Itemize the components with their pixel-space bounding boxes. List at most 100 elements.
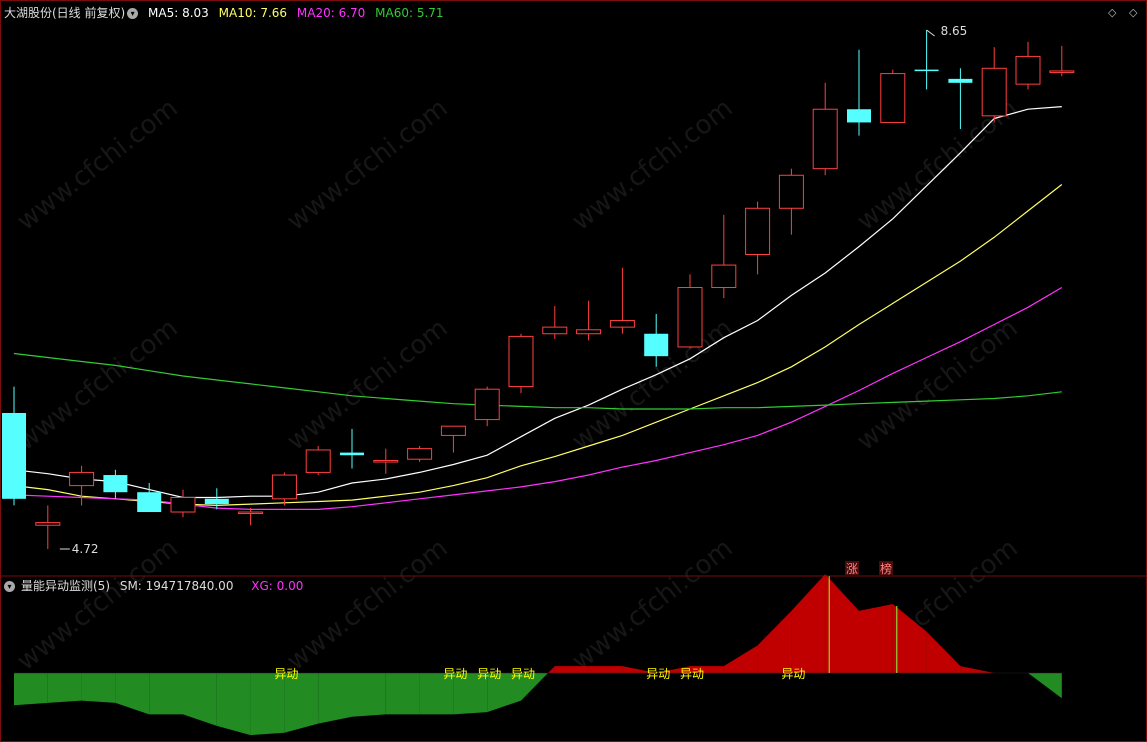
area-segment (419, 673, 454, 715)
candle (440, 425, 466, 453)
candle-body (576, 329, 602, 335)
candle (711, 214, 737, 299)
candle (204, 488, 229, 510)
area-segment (47, 673, 82, 703)
chevron-down-icon[interactable]: ▾ (4, 581, 15, 592)
candle-body (137, 492, 162, 513)
low-price-label: 4.72 (72, 542, 99, 556)
marker-badge (879, 561, 893, 575)
candle (373, 448, 399, 474)
candle-body (981, 67, 1007, 117)
candle (103, 469, 128, 499)
candle (340, 428, 364, 469)
candle-body (644, 333, 669, 357)
candle-body (880, 73, 906, 123)
main-chart-header: 大湖股份(日线 前复权) ▾ MA5: 8.03 MA10: 7.66 MA20:… (4, 5, 450, 21)
candle-body (305, 449, 331, 473)
indicator-title[interactable]: 量能异动监测(5) (21, 579, 110, 593)
high-price-label: 8.65 (941, 24, 968, 38)
candle (745, 201, 771, 275)
candle-body (407, 448, 433, 460)
area-segment (250, 673, 285, 736)
candle-body (35, 522, 61, 526)
area-segment (548, 666, 555, 673)
xg-value: XG: 0.00 (251, 579, 304, 593)
high-pointer (926, 29, 935, 37)
signal-label: 异动 (781, 667, 805, 681)
candle (948, 68, 973, 130)
signal-label: 异动 (680, 667, 704, 681)
area-segment (554, 666, 589, 673)
candle-body (812, 108, 838, 170)
signal-label: 异动 (274, 667, 298, 681)
area-segment (521, 673, 549, 701)
signal-label: 异动 (443, 667, 467, 681)
ma5-value: MA5: 8.03 (148, 6, 209, 20)
candle-body (914, 69, 939, 72)
area-segment (926, 631, 961, 673)
candle (35, 505, 61, 549)
candle (981, 47, 1007, 123)
candle (407, 445, 433, 462)
candle (238, 508, 264, 526)
signal-label: 异动 (477, 667, 501, 681)
area-segment (690, 666, 724, 673)
candle (508, 333, 534, 394)
candle (271, 472, 297, 506)
area-segment (892, 604, 927, 673)
candle-body (271, 474, 297, 500)
chevron-down-icon[interactable]: ▾ (127, 8, 139, 19)
candle-body (609, 320, 635, 328)
candle-body (69, 471, 95, 487)
candle-body (103, 475, 128, 493)
area-segment (318, 673, 352, 724)
area-segment (588, 666, 623, 673)
area-segment (791, 574, 826, 673)
candle-body (204, 498, 229, 505)
sub-chart-header: ▾ 量能异动监测(5) SM: 194717840.00 XG: 0.00 (4, 578, 309, 594)
candle-body (373, 460, 399, 463)
candle-body (440, 425, 466, 436)
ma10-value: MA10: 7.66 (218, 6, 288, 20)
candle-body (847, 109, 871, 123)
collapse-icon[interactable]: ◇ (1129, 6, 1138, 19)
area-segment (1028, 673, 1062, 699)
stock-title[interactable]: 大湖股份(日线 前复权) (4, 6, 126, 20)
price-pane: 8.65 4.72 涨 榜 (2, 24, 1075, 576)
ma20-value: MA20: 6.70 (296, 6, 366, 20)
ma20-line (13, 286, 1063, 510)
area-segment (723, 645, 758, 673)
candle (137, 482, 162, 513)
area-segment (656, 666, 690, 673)
area-segment (757, 610, 792, 673)
candle (644, 313, 669, 367)
ma5-line (13, 106, 1062, 499)
candle-body (711, 264, 737, 289)
candle-body (2, 412, 26, 499)
signal-label: 异动 (511, 667, 535, 681)
candle (170, 489, 196, 518)
candle-body (508, 335, 534, 388)
area-segment (149, 673, 183, 715)
area-segment (960, 666, 995, 673)
candle (880, 69, 906, 123)
candle-body (170, 496, 196, 513)
area-segment (385, 673, 420, 715)
candle-body (340, 452, 364, 456)
ma10-line (13, 184, 1063, 507)
ma60-line (13, 352, 1062, 410)
area-segment (622, 666, 657, 673)
sm-value: SM: 194717840.00 (119, 579, 234, 593)
signal-label: 异动 (646, 667, 670, 681)
diamond-icon[interactable]: ◇ (1108, 6, 1117, 19)
candle (474, 386, 500, 427)
volume-anomaly-pane: 异动 异动 异动 异动 异动 异动 异动 (14, 574, 1062, 736)
candle (1015, 41, 1041, 90)
marker-label: 榜 (880, 561, 892, 576)
area-segment (216, 673, 251, 736)
ma60-value: MA60: 5.71 (375, 6, 444, 20)
candle-body (677, 287, 703, 348)
candle-body (238, 511, 264, 515)
candle (847, 49, 871, 136)
